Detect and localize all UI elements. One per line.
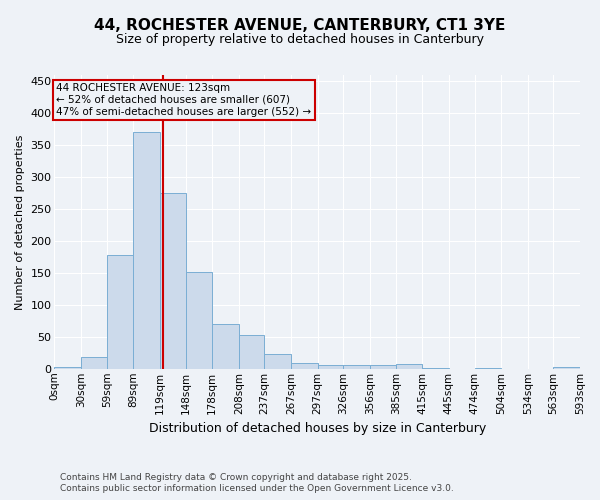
Text: 44 ROCHESTER AVENUE: 123sqm
← 52% of detached houses are smaller (607)
47% of se: 44 ROCHESTER AVENUE: 123sqm ← 52% of det… — [56, 84, 311, 116]
X-axis label: Distribution of detached houses by size in Canterbury: Distribution of detached houses by size … — [149, 422, 486, 435]
Bar — [239, 335, 265, 369]
Bar — [265, 354, 291, 369]
Bar — [133, 132, 160, 369]
Bar — [185, 272, 212, 369]
Bar — [553, 367, 580, 369]
Bar — [212, 324, 239, 369]
Bar — [160, 193, 185, 369]
Text: Size of property relative to detached houses in Canterbury: Size of property relative to detached ho… — [116, 32, 484, 46]
Bar — [317, 365, 343, 369]
Bar — [370, 365, 395, 369]
Text: 44, ROCHESTER AVENUE, CANTERBURY, CT1 3YE: 44, ROCHESTER AVENUE, CANTERBURY, CT1 3Y… — [94, 18, 506, 32]
Text: Contains public sector information licensed under the Open Government Licence v3: Contains public sector information licen… — [60, 484, 454, 493]
Text: Contains HM Land Registry data © Crown copyright and database right 2025.: Contains HM Land Registry data © Crown c… — [60, 472, 412, 482]
Bar — [291, 363, 317, 369]
Bar — [475, 368, 501, 369]
Bar — [343, 365, 370, 369]
Bar — [81, 358, 107, 369]
Bar — [395, 364, 422, 369]
Bar — [422, 368, 449, 369]
Y-axis label: Number of detached properties: Number of detached properties — [15, 134, 25, 310]
Bar — [55, 368, 81, 369]
Bar — [107, 255, 133, 369]
